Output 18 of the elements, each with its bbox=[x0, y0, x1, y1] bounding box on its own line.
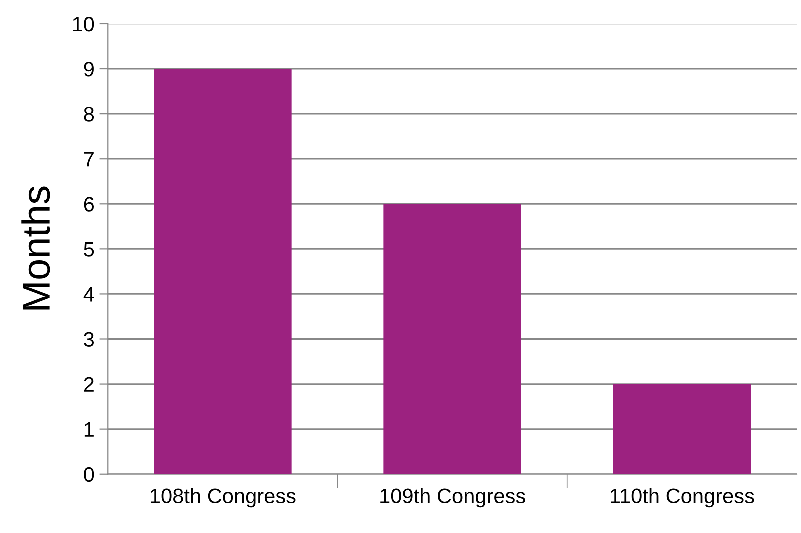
y-tick-label: 9 bbox=[84, 62, 94, 77]
y-tick-label: 5 bbox=[84, 242, 94, 257]
x-tick-label: 110th Congress bbox=[611, 488, 754, 508]
y-tick-label: 0 bbox=[84, 467, 94, 482]
y-tick-label: 1 bbox=[84, 422, 94, 437]
y-tick-label: 6 bbox=[84, 197, 94, 212]
y-tick-label: 7 bbox=[84, 152, 94, 167]
y-tick-label: 4 bbox=[84, 287, 94, 302]
y-tick-label: 3 bbox=[84, 332, 94, 348]
y-tick-label: 2 bbox=[84, 377, 94, 392]
y-tick-label: 8 bbox=[84, 107, 94, 122]
y-axis-title: Months bbox=[22, 186, 50, 310]
y-tick-label: 10 bbox=[73, 16, 94, 32]
bar bbox=[154, 69, 292, 474]
x-tick-label: 109th Congress bbox=[380, 488, 526, 508]
bar bbox=[384, 204, 522, 474]
bar bbox=[613, 384, 752, 474]
x-tick-label: 108th Congress bbox=[150, 488, 296, 508]
